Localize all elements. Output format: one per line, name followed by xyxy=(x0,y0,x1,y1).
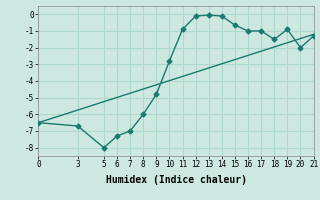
X-axis label: Humidex (Indice chaleur): Humidex (Indice chaleur) xyxy=(106,175,246,185)
